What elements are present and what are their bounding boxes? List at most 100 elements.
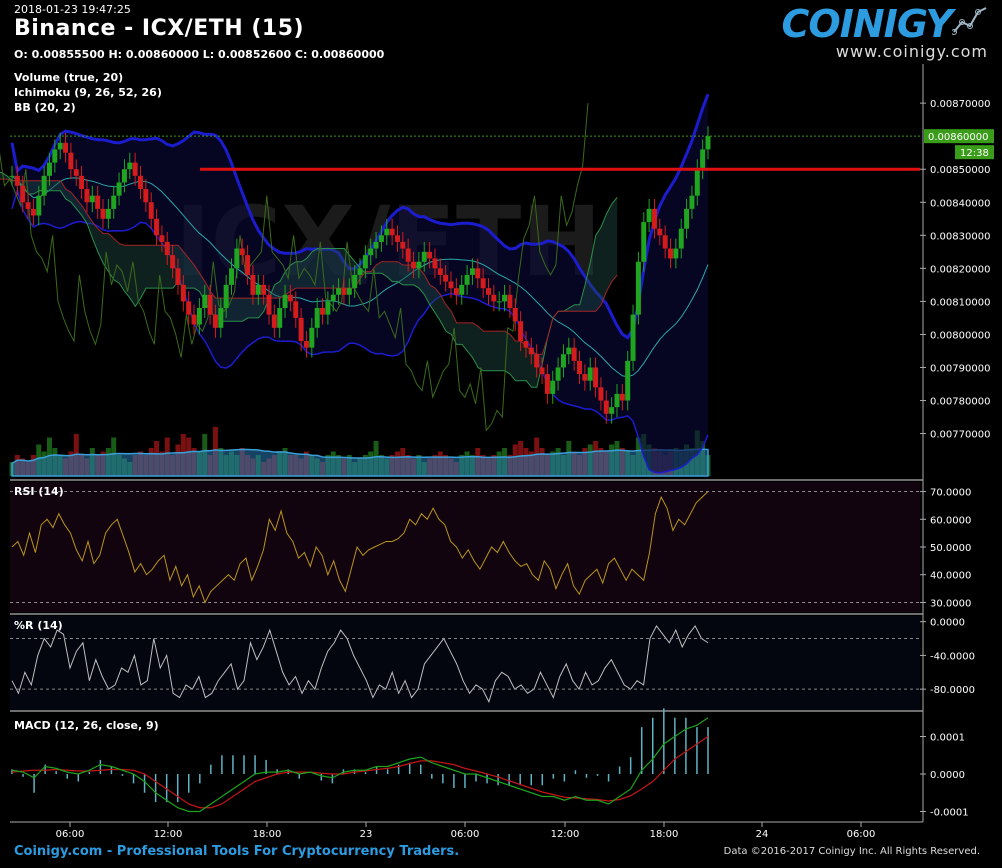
candle-body bbox=[303, 341, 309, 348]
candle-body bbox=[469, 268, 475, 275]
candle-body bbox=[164, 241, 170, 256]
candle-body bbox=[309, 327, 315, 348]
candle-body bbox=[357, 268, 363, 275]
candle-body bbox=[245, 255, 251, 275]
candle-body bbox=[523, 341, 529, 348]
candle-body bbox=[159, 235, 165, 242]
williams-r-y-tick-label: 0.0000 bbox=[930, 618, 965, 629]
candle-body bbox=[684, 208, 690, 229]
candle-body bbox=[30, 208, 36, 216]
candle-body bbox=[389, 228, 395, 236]
candle-body bbox=[41, 175, 47, 196]
candle-body bbox=[68, 152, 74, 170]
candle-body bbox=[705, 136, 711, 150]
candle-body bbox=[405, 248, 411, 262]
footer-tagline[interactable]: Coinigy.com - Professional Tools For Cry… bbox=[14, 844, 460, 859]
candle-body bbox=[539, 367, 545, 375]
williams-r-y-tick-label: -80.0000 bbox=[930, 685, 975, 696]
price-y-tick-label: 0.00870000 bbox=[930, 99, 990, 110]
candle-body bbox=[480, 278, 486, 289]
candle-body bbox=[432, 258, 438, 269]
rsi-line bbox=[11, 491, 709, 604]
candle-body bbox=[619, 393, 625, 401]
last-price-label: 0.00860000 bbox=[928, 132, 988, 143]
candle-body bbox=[394, 235, 400, 242]
macd-panel-bg bbox=[10, 713, 920, 820]
candle-body bbox=[485, 288, 491, 295]
candle-body bbox=[293, 301, 299, 318]
timestamp: 2018-01-23 19:47:25 bbox=[14, 3, 131, 16]
candle-body bbox=[668, 248, 674, 259]
candle-body bbox=[287, 294, 293, 302]
candle-body bbox=[229, 268, 235, 285]
candle-body bbox=[73, 169, 79, 176]
candle-body bbox=[52, 149, 58, 163]
candle-body bbox=[641, 222, 647, 262]
logo-chart-icon bbox=[952, 7, 987, 35]
price-y-tick-label: 0.00850000 bbox=[930, 165, 990, 176]
candle-body bbox=[121, 169, 127, 183]
price-y-tick-label: 0.00780000 bbox=[930, 397, 990, 408]
legend-volume: Volume (true, 20) bbox=[14, 71, 124, 84]
ichimoku-lagging-span bbox=[0, 103, 589, 432]
candle-body bbox=[154, 218, 160, 236]
coinigy-logo[interactable]: COINIGY www.coinigy.com bbox=[782, 4, 988, 61]
candle-body bbox=[277, 308, 283, 328]
candle-body bbox=[212, 314, 218, 328]
candle-body bbox=[587, 367, 593, 381]
candle-body bbox=[657, 228, 663, 236]
candle-body bbox=[100, 208, 106, 219]
candle-body bbox=[566, 347, 572, 355]
ohlc-readout: O: 0.00855500 H: 0.00860000 L: 0.0085260… bbox=[14, 48, 385, 61]
candle-body bbox=[416, 261, 422, 269]
candle-body bbox=[411, 261, 417, 269]
candle-body bbox=[298, 317, 304, 342]
candle-body bbox=[25, 202, 31, 209]
x-tick-label: 18:00 bbox=[253, 829, 282, 840]
x-tick-label: 06:00 bbox=[56, 829, 85, 840]
candle-body bbox=[384, 228, 390, 236]
candle-body bbox=[239, 248, 245, 256]
candle-body bbox=[437, 268, 443, 275]
candle-body bbox=[175, 268, 181, 285]
candle-body bbox=[137, 175, 143, 190]
macd-y-tick-label: 0.0000 bbox=[930, 770, 965, 781]
legend-bb: BB (20, 2) bbox=[14, 101, 76, 114]
countdown-tag bbox=[955, 145, 994, 160]
candle-body bbox=[132, 162, 138, 176]
x-tick-label: 12:00 bbox=[154, 829, 183, 840]
candle-body bbox=[250, 274, 256, 295]
candle-body bbox=[373, 241, 379, 249]
candle-body bbox=[116, 182, 122, 196]
candle-body bbox=[694, 169, 700, 196]
macd-y-tick-label: 0.0001 bbox=[930, 733, 965, 744]
candle-body bbox=[448, 281, 454, 289]
candle-body bbox=[191, 314, 197, 325]
candle-body bbox=[560, 354, 566, 368]
macd-line bbox=[11, 717, 709, 813]
macd-y-tick-label: -0.0001 bbox=[930, 808, 969, 819]
rsi-y-tick-label: 70.0000 bbox=[930, 488, 971, 499]
candle-body bbox=[255, 284, 261, 295]
candle-body bbox=[20, 185, 26, 203]
logo-wordmark: COINIGY bbox=[781, 2, 953, 46]
candle-body bbox=[528, 347, 534, 355]
chart-title: Binance - ICX/ETH (15) bbox=[14, 16, 305, 41]
candle-body bbox=[700, 149, 706, 170]
candle-body bbox=[400, 241, 406, 249]
candle-body bbox=[330, 294, 336, 302]
candle-body bbox=[630, 314, 636, 361]
candle-body bbox=[271, 314, 277, 328]
candle-body bbox=[603, 400, 609, 414]
price-y-tick-label: 0.00790000 bbox=[930, 363, 990, 374]
candle-body bbox=[105, 208, 111, 219]
rsi-title: RSI (14) bbox=[14, 485, 64, 498]
candle-body bbox=[325, 301, 331, 315]
candle-body bbox=[84, 189, 90, 203]
candle-body bbox=[544, 374, 550, 394]
price-y-tick-label: 0.00840000 bbox=[930, 198, 990, 209]
candle-body bbox=[346, 288, 352, 295]
candle-body bbox=[148, 202, 154, 219]
candle-body bbox=[95, 195, 101, 209]
